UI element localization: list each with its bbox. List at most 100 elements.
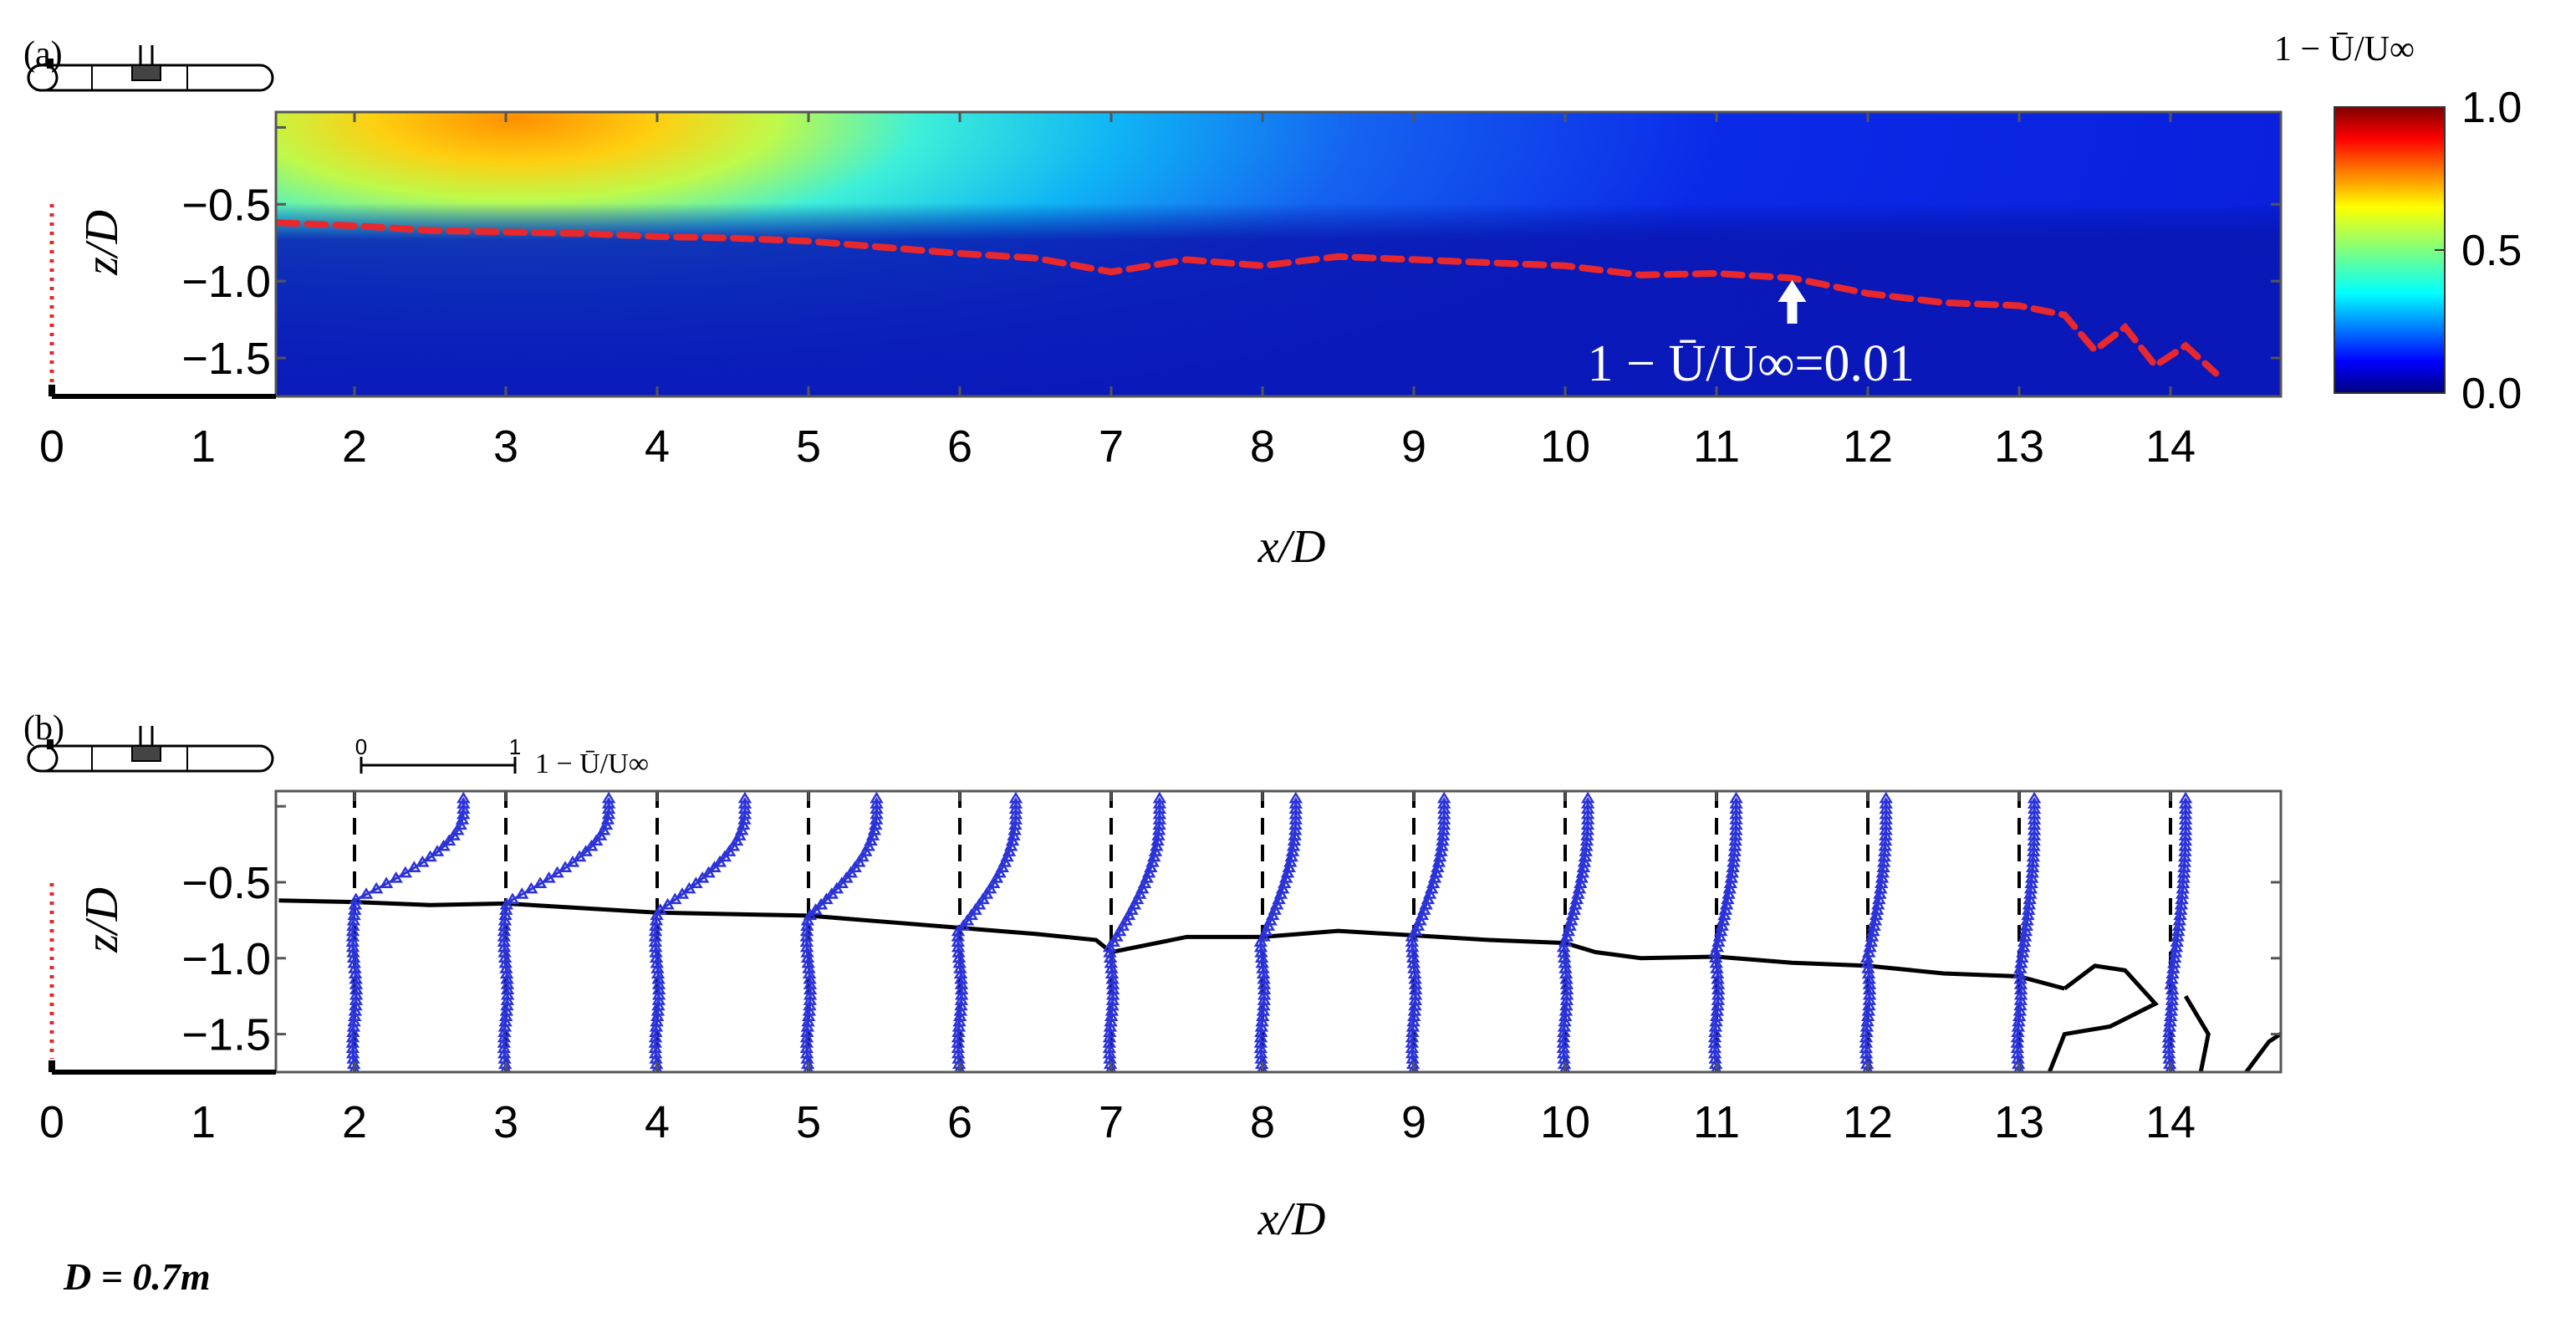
profile-marker <box>499 1004 514 1016</box>
colorbar-tick-label: 0.5 <box>2461 227 2522 275</box>
profile-marker <box>951 946 966 958</box>
profile-marker <box>649 913 664 926</box>
profile-marker <box>972 897 987 910</box>
profile-marker <box>951 1030 966 1043</box>
profile-marker <box>1862 1062 1874 1072</box>
profile-marker <box>497 919 512 931</box>
profile-marker <box>651 983 666 995</box>
profile-marker <box>499 1009 513 1021</box>
profile-marker <box>359 887 374 899</box>
profile-marker <box>2010 1046 2025 1059</box>
profile-marker <box>648 940 663 953</box>
panel-b-ylabel: z/D <box>76 887 128 953</box>
profile-marker <box>601 791 616 804</box>
profile-marker <box>1257 978 1272 989</box>
profile-marker <box>369 881 384 894</box>
panel-b-xtick-label: 0 <box>39 1097 64 1147</box>
profile-marker <box>1859 1046 1874 1059</box>
profile-marker <box>1288 802 1303 815</box>
profile-marker <box>824 887 839 899</box>
profile-marker <box>834 876 849 889</box>
profile-marker <box>1879 813 1893 825</box>
profile-marker <box>1288 818 1303 830</box>
profile-marker <box>2161 1041 2176 1054</box>
profile-marker <box>2164 1004 2179 1016</box>
profile-marker <box>2178 834 2193 846</box>
profile-marker <box>1405 1046 1420 1059</box>
profile-marker <box>345 940 360 953</box>
profile-marker <box>2177 850 2192 862</box>
profile-marker <box>345 1036 360 1048</box>
profile-marker <box>1406 956 1421 968</box>
contour-line <box>276 219 2220 377</box>
turbine-mount <box>131 64 161 81</box>
panel-b-axes: 0 1 2 3 4 5 6 7 8 9 10 11 12 13 14−0.5−1.0−1.5 <box>39 789 2283 1147</box>
profile-marker <box>457 802 471 815</box>
profile-marker <box>2161 1036 2176 1048</box>
profile-marker <box>1253 935 1268 947</box>
profile-marker <box>416 855 430 867</box>
profile-marker <box>1105 994 1120 1005</box>
profile-marker <box>1105 999 1120 1011</box>
profile-marker <box>2027 797 2042 809</box>
profile-marker <box>497 1025 512 1038</box>
profile-marker <box>954 972 968 984</box>
profile-marker <box>1104 967 1120 979</box>
profile-marker <box>524 881 538 894</box>
profile-marker <box>1257 999 1271 1011</box>
profile-marker <box>2178 845 2192 856</box>
profile-marker <box>499 897 514 910</box>
profile-marker <box>1879 807 1893 820</box>
panel-b-plot <box>278 791 2281 1072</box>
profile-marker <box>1729 813 1743 825</box>
panel-b-ytick-label: −1.5 <box>181 1010 271 1060</box>
profile-marker <box>1104 1009 1119 1021</box>
panel-b-xtick-label: 9 <box>1401 1097 1426 1147</box>
profile-marker <box>2027 845 2041 856</box>
profile-marker <box>1862 999 1876 1011</box>
profile-marker <box>1257 929 1271 942</box>
profile-marker <box>1556 1030 1571 1043</box>
profile-marker <box>1711 988 1726 1000</box>
profile-marker <box>500 994 515 1005</box>
profile-marker <box>349 983 364 995</box>
profile-marker <box>2178 823 2193 835</box>
boundary-fragment <box>2047 963 2159 1072</box>
panel-a-xtick-label: 6 <box>947 421 972 472</box>
profile-marker <box>572 850 587 862</box>
profile-marker <box>1104 1004 1120 1016</box>
profile-marker <box>457 797 471 809</box>
panel-a-xtick-label: 9 <box>1401 421 1426 472</box>
profile-marker <box>498 908 513 921</box>
profile-marker <box>1558 956 1572 968</box>
profile-marker <box>2011 1019 2026 1032</box>
panel-b-xtick-label: 12 <box>1843 1097 1893 1147</box>
profile-marker <box>348 897 363 910</box>
profile-marker <box>951 924 966 937</box>
profile-marker <box>1727 845 1742 856</box>
profile-marker <box>500 988 515 1000</box>
profile-marker <box>500 972 514 984</box>
profile-marker <box>1579 834 1594 846</box>
profile-marker <box>1105 983 1120 995</box>
profile-marker <box>346 946 360 958</box>
panel-b-xtick-label: 13 <box>1994 1097 2044 1147</box>
profile-marker <box>515 887 529 899</box>
profile-marker <box>2178 791 2193 804</box>
profile-marker <box>1408 999 1422 1011</box>
profile-marker <box>1255 1014 1269 1027</box>
profile-marker <box>870 791 884 804</box>
panel-b-xtick-label: 14 <box>2145 1097 2196 1147</box>
profile-marker <box>1408 972 1422 984</box>
profile-marker <box>803 994 818 1005</box>
panel-b-xtick-label: 4 <box>645 1097 670 1147</box>
panel-a-ytick-label: −1.0 <box>181 257 271 307</box>
profile-marker <box>648 1036 663 1048</box>
profile-marker <box>1557 951 1572 963</box>
profile-marker <box>2173 908 2187 921</box>
profile-marker <box>2165 994 2180 1005</box>
profile-marker <box>1104 962 1119 973</box>
profile-marker <box>989 871 1004 883</box>
boundary-fragment <box>2183 994 2211 1072</box>
profile-marker <box>1407 1009 1421 1021</box>
